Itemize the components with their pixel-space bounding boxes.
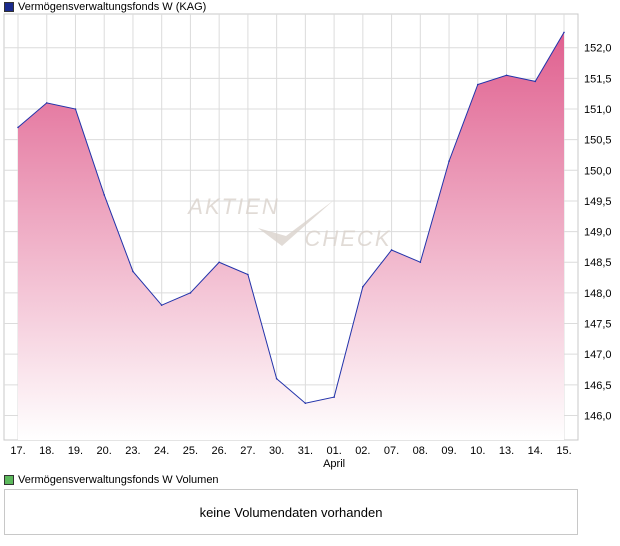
y-tick-label: 148,5: [584, 257, 612, 269]
y-tick-label: 150,5: [584, 135, 612, 147]
price-data-point: [189, 292, 192, 294]
y-tick-label: 151,0: [584, 104, 612, 116]
x-tick-label: 08.: [413, 445, 428, 457]
y-tick-label: 151,5: [584, 73, 612, 85]
x-tick-label: 15.: [556, 445, 571, 457]
y-tick-label: 146,5: [584, 380, 612, 392]
y-tick-label: 147,5: [584, 319, 612, 331]
x-tick-label: 13.: [499, 445, 514, 457]
y-tick-label: 149,0: [584, 227, 612, 239]
price-data-point: [419, 261, 422, 264]
price-legend-swatch: [4, 2, 14, 12]
y-tick-label: 148,0: [584, 288, 612, 300]
price-data-point: [74, 108, 77, 110]
price-data-point: [103, 194, 106, 196]
price-area-fill: [18, 32, 564, 440]
volume-legend: Vermögensverwaltungsfonds W Volumen: [4, 473, 219, 487]
y-tick-label: 147,0: [584, 349, 612, 361]
volume-legend-swatch: [4, 475, 14, 485]
x-tick-label: 27.: [240, 445, 255, 457]
price-legend: Vermögensverwaltungsfonds W (KAG): [4, 0, 206, 14]
price-data-point: [505, 74, 508, 77]
price-data-point: [132, 270, 134, 273]
x-tick-label: 30.: [269, 445, 284, 457]
price-data-point: [304, 402, 307, 405]
price-data-point: [45, 102, 48, 104]
price-data-point: [448, 160, 450, 162]
x-tick-label: 20.: [97, 445, 112, 457]
no-volume-message: keine Volumendaten vorhanden: [199, 504, 383, 520]
price-data-point: [534, 80, 537, 83]
x-tick-label: 23.: [125, 445, 140, 457]
price-data-point: [247, 273, 249, 276]
price-data-point: [218, 261, 220, 264]
x-tick-label: 31.: [298, 445, 313, 457]
watermark-text-top: AKTIEN: [186, 194, 279, 219]
price-data-point: [17, 126, 19, 129]
x-tick-label: 25.: [183, 445, 198, 457]
price-series-line: [17, 32, 565, 404]
price-legend-label: Vermögensverwaltungsfonds W (KAG): [18, 1, 207, 13]
x-tick-label: 01.: [326, 445, 341, 457]
x-tick-label: 10.: [470, 445, 485, 457]
price-data-point: [160, 304, 163, 306]
watermark-check-icon: [258, 200, 334, 246]
x-tick-label: 07.: [384, 445, 399, 457]
x-tick-label: 18.: [39, 445, 54, 457]
price-data-point: [362, 285, 364, 288]
y-tick-label: 152,0: [584, 43, 612, 55]
x-tick-label: 17.: [10, 445, 25, 457]
x-tick-label: 19.: [68, 445, 83, 457]
x-tick-label: 26.: [212, 445, 227, 457]
price-data-point: [476, 83, 479, 86]
x-tick-label: 02.: [355, 445, 370, 457]
price-data-point: [333, 396, 335, 398]
x-tick-label: 09.: [441, 445, 456, 457]
x-tick-sublabel: April: [323, 458, 345, 470]
price-data-point: [563, 31, 565, 34]
y-tick-label: 150,0: [584, 165, 612, 177]
volume-panel: keine Volumendaten vorhanden: [4, 489, 578, 535]
price-data-point: [390, 249, 393, 251]
watermark-text-bottom: CHECK: [304, 226, 391, 251]
y-tick-label: 149,5: [584, 196, 612, 208]
price-data-point: [275, 377, 278, 380]
volume-legend-label: Vermögensverwaltungsfonds W Volumen: [18, 474, 219, 486]
y-tick-label: 146,0: [584, 410, 612, 422]
price-chart: 146,0 146,5 147,0 147,5 148,0 148,5 149,0 149,5…: [3, 13, 612, 470]
x-tick-label: 14.: [528, 445, 543, 457]
x-tick-label: 24.: [154, 445, 169, 457]
